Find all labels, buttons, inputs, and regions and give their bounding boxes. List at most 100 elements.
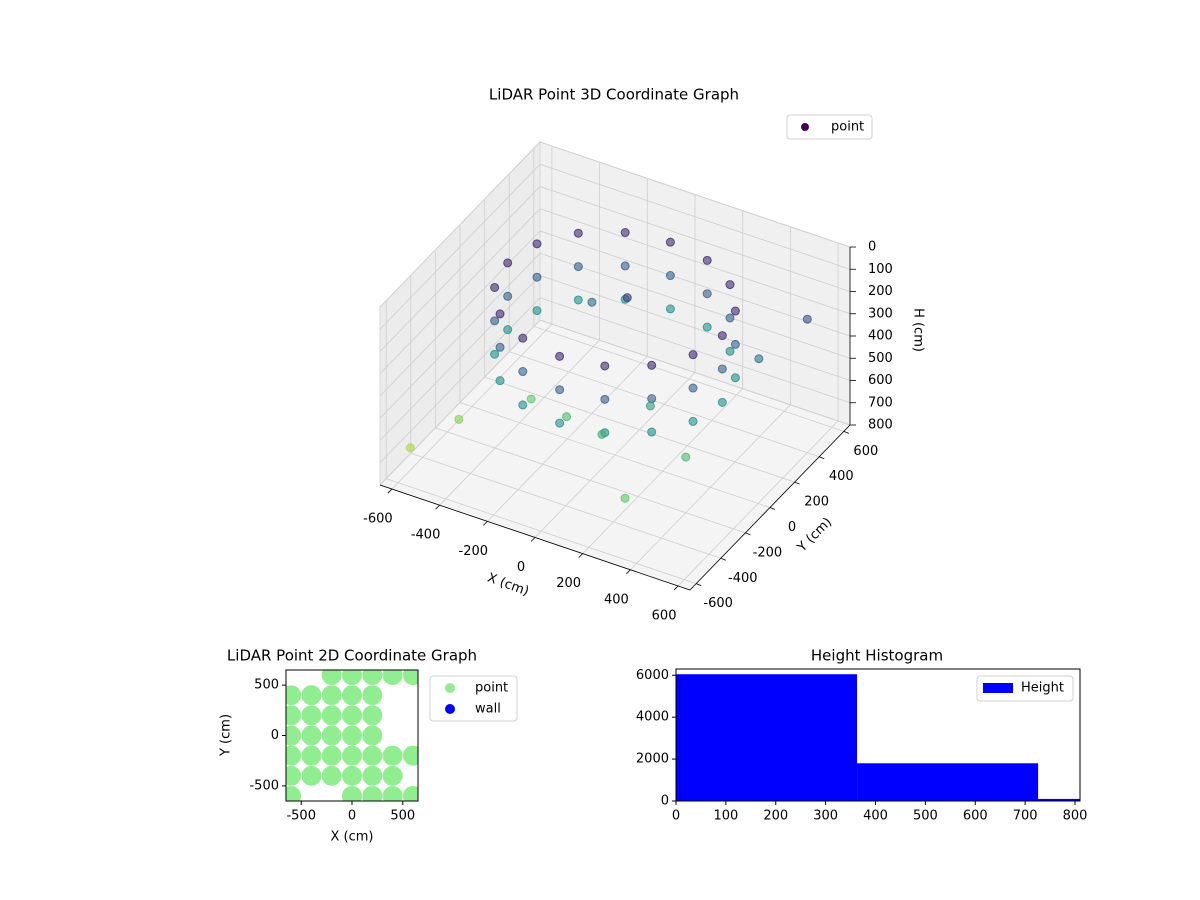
point (342, 670, 362, 686)
plot-area (676, 674, 1080, 801)
point (342, 785, 362, 801)
point (518, 333, 528, 343)
point (286, 745, 302, 766)
x-tick-label: 500 (390, 809, 415, 824)
y-tick-label: 4000 (636, 710, 669, 725)
z-tick-label: 0 (868, 240, 876, 255)
bar (676, 674, 858, 801)
x-tick-label: -500 (286, 809, 316, 824)
x-axis-label: X (cm) (331, 830, 374, 845)
point (301, 725, 322, 746)
y-axis-line (689, 424, 851, 591)
point (730, 373, 740, 383)
point (647, 360, 657, 370)
point (286, 785, 302, 801)
point (495, 309, 505, 319)
grid-line (379, 141, 541, 308)
y-tick-label: 6000 (636, 668, 669, 683)
point (490, 349, 500, 359)
point (587, 297, 597, 307)
grid-line (539, 141, 851, 248)
point (321, 765, 342, 786)
point (301, 745, 322, 766)
point (532, 272, 542, 282)
point (717, 331, 727, 341)
point (342, 685, 362, 706)
plot-area (286, 670, 418, 801)
point (730, 306, 740, 316)
z-tick-label: 500 (868, 351, 893, 366)
y-tick-label: 2000 (636, 752, 669, 767)
point (573, 228, 583, 238)
point (402, 785, 418, 801)
point (286, 685, 302, 706)
point (321, 705, 342, 726)
point (495, 342, 505, 352)
legend-label: wall (475, 702, 501, 717)
legend-box (976, 675, 1074, 702)
point (754, 354, 764, 364)
point (562, 412, 572, 422)
y-tick (819, 456, 825, 460)
point (702, 322, 712, 332)
point (495, 376, 505, 386)
grid-line (539, 275, 851, 381)
point (321, 670, 342, 686)
grid-line (484, 376, 795, 483)
point (454, 414, 464, 424)
x-axis-line (379, 484, 691, 591)
y-tick-label: 0 (271, 728, 279, 743)
y-tick-label: -600 (703, 596, 733, 611)
point (622, 293, 632, 303)
point (382, 670, 403, 686)
point (725, 280, 735, 290)
point (555, 418, 565, 428)
bar (857, 763, 1039, 801)
legend-marker (445, 704, 455, 714)
legend-label: point (831, 120, 864, 135)
point (286, 765, 302, 786)
point (702, 255, 712, 265)
point (362, 705, 383, 726)
point (503, 325, 513, 335)
x-tick (483, 521, 488, 526)
y-axis-label: Y (cm) (219, 714, 234, 757)
point (503, 258, 513, 268)
x-tick-label: 400 (863, 809, 888, 824)
point (688, 416, 698, 426)
chart-title: Height Histogram (811, 647, 943, 665)
legend-marker (801, 123, 809, 131)
y-tick (720, 557, 726, 561)
z-tick-label: 700 (868, 395, 893, 410)
axes-frame (675, 668, 1081, 802)
point (518, 400, 528, 410)
point (532, 239, 542, 249)
grid-line (379, 319, 541, 486)
y-tick-label: -200 (753, 545, 783, 560)
point (490, 282, 500, 292)
legend-box (786, 114, 873, 140)
x-tick-label: 300 (813, 809, 838, 824)
y-axis-label: Y (cm) (794, 515, 835, 556)
legend-box (429, 675, 518, 722)
point (402, 745, 418, 766)
point (503, 291, 513, 301)
x-tick-label: 200 (763, 809, 788, 824)
point (555, 351, 565, 361)
point (362, 765, 383, 786)
grid-line (533, 325, 844, 432)
point (342, 765, 362, 786)
x-tick-label: 0 (348, 809, 356, 824)
point (717, 364, 727, 374)
x-tick-label: 500 (913, 809, 938, 824)
grid-line (539, 319, 851, 426)
point (600, 361, 610, 371)
point (490, 316, 500, 326)
point (342, 705, 362, 726)
y-tick-label: -500 (249, 778, 279, 793)
grid-line (435, 427, 746, 534)
x-tick-label: -200 (459, 544, 489, 559)
chart-title: LiDAR Point 2D Coordinate Graph (227, 647, 477, 665)
z-tick-label: 300 (868, 306, 893, 321)
point (362, 745, 383, 766)
